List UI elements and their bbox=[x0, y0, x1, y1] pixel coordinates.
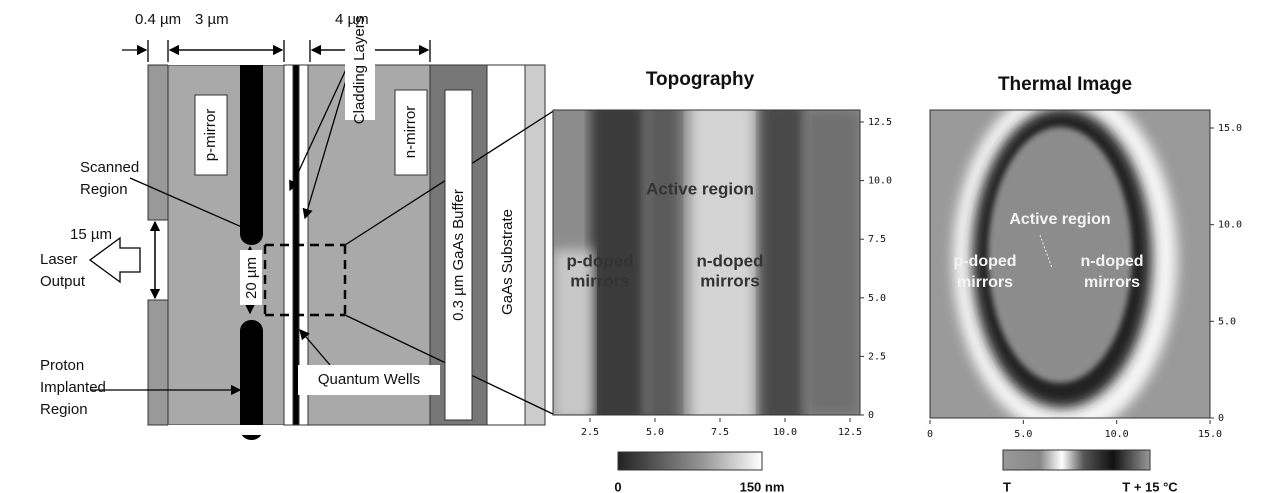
colorbar-label: T + 15 °C bbox=[1122, 479, 1178, 493]
label: 0.3 µm GaAs Buffer bbox=[450, 189, 467, 321]
y-tick-label: 10.0 bbox=[868, 176, 892, 187]
annotation: n-doped bbox=[696, 251, 763, 270]
x-tick-label: 12.5 bbox=[838, 427, 862, 438]
x-tick-label: 10.0 bbox=[773, 427, 797, 438]
figure: 0.4 µm 3 µm 4 µm 15 µm 20 µm p-mirror n-… bbox=[0, 0, 1275, 493]
y-tick-label: 0 bbox=[1218, 413, 1224, 424]
y-tick-label: 0 bbox=[868, 410, 874, 421]
label: Proton bbox=[40, 357, 84, 374]
y-tick-label: 5.0 bbox=[1218, 316, 1236, 327]
label: GaAs Substrate bbox=[499, 209, 516, 315]
y-tick-label: 12.5 bbox=[868, 117, 892, 128]
colorbar bbox=[618, 452, 762, 470]
annotation: p-doped bbox=[566, 251, 633, 270]
label: Implanted bbox=[40, 379, 106, 396]
colorbar-label: T bbox=[1003, 479, 1011, 493]
label: Laser bbox=[40, 251, 78, 268]
colorbar bbox=[1003, 450, 1150, 470]
colorbar-label: 150 nm bbox=[740, 479, 785, 493]
y-tick-label: 7.5 bbox=[868, 234, 886, 245]
colorbar-label: 0 bbox=[614, 479, 621, 493]
annotation: Active region bbox=[1009, 211, 1110, 228]
annotation: mirrors bbox=[1084, 274, 1140, 291]
panel-title: Topography bbox=[646, 69, 755, 90]
dim-label: 3 µm bbox=[195, 11, 229, 28]
y-tick-label: 10.0 bbox=[1218, 220, 1242, 231]
x-tick-label: 5.0 bbox=[1014, 429, 1032, 440]
x-tick-label: 5.0 bbox=[646, 427, 664, 438]
dim-label: 0.4 µm bbox=[135, 11, 181, 28]
annotation: mirrors bbox=[957, 274, 1013, 291]
label: Region bbox=[80, 181, 128, 198]
label: p-mirror bbox=[202, 109, 219, 162]
annotation: mirrors bbox=[570, 271, 630, 290]
label: Scanned bbox=[80, 159, 139, 176]
label: Quantum Wells bbox=[318, 371, 420, 388]
annotation: Active region bbox=[646, 179, 754, 198]
annotation: n-doped bbox=[1080, 253, 1143, 270]
y-tick-label: 15.0 bbox=[1218, 123, 1242, 134]
y-tick-label: 2.5 bbox=[868, 351, 886, 362]
panel-title: Thermal Image bbox=[998, 74, 1132, 95]
x-tick-label: 0 bbox=[927, 429, 933, 440]
annotation: mirrors bbox=[700, 271, 760, 290]
annotation: p-doped bbox=[953, 253, 1016, 270]
label: Region bbox=[40, 401, 88, 418]
label: n-mirror bbox=[402, 106, 419, 159]
x-tick-label: 10.0 bbox=[1105, 429, 1129, 440]
y-tick-label: 5.0 bbox=[868, 293, 886, 304]
x-tick-label: 2.5 bbox=[581, 427, 599, 438]
label: Cladding Layers bbox=[351, 16, 368, 124]
label: Output bbox=[40, 273, 86, 290]
x-tick-label: 7.5 bbox=[711, 427, 729, 438]
dim-label: 20 µm bbox=[243, 257, 260, 299]
x-tick-label: 15.0 bbox=[1198, 429, 1222, 440]
dim-label: 15 µm bbox=[70, 226, 112, 243]
